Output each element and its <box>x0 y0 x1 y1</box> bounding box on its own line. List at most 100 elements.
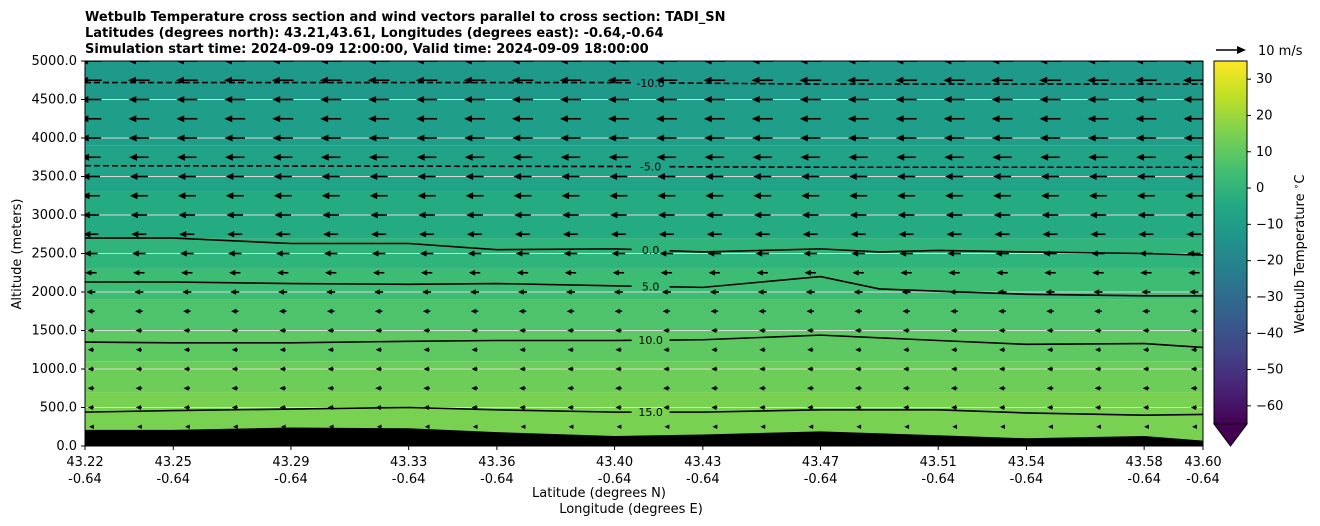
wind-vector <box>423 385 430 391</box>
wind-vector <box>952 424 958 430</box>
terrain <box>85 427 1203 446</box>
wind-vector <box>943 76 965 84</box>
wind-vector <box>805 289 815 295</box>
wind-vector <box>1094 385 1102 391</box>
wind-vector <box>273 173 292 180</box>
wind-vector <box>177 192 196 200</box>
wind-vector <box>176 96 198 103</box>
x-tick-label-lon: -0.64 <box>480 472 514 487</box>
wind-vector <box>607 61 630 65</box>
wind-vector <box>224 96 246 103</box>
wind-vector <box>176 115 198 123</box>
wind-vector <box>1142 405 1149 410</box>
contour-line <box>85 339 632 344</box>
colorbar-tick-label: −30 <box>1256 290 1283 305</box>
wind-vector <box>607 96 629 103</box>
wind-vector <box>753 192 772 200</box>
wind-vector <box>895 115 917 123</box>
x-tick-label-lat: 43.40 <box>596 455 633 470</box>
wind-vector <box>225 173 244 180</box>
wind-vector <box>799 61 822 65</box>
temperature-band <box>85 299 1203 331</box>
wind-vector <box>1047 405 1054 410</box>
wind-vector <box>471 405 478 410</box>
wind-vector <box>275 250 290 257</box>
wind-vector <box>1092 269 1104 276</box>
wind-vector <box>135 347 142 353</box>
wind-vector <box>948 269 960 276</box>
wind-vector <box>272 115 294 123</box>
wind-vector <box>662 308 671 314</box>
wind-vector <box>800 134 821 142</box>
wind-vector <box>175 61 198 65</box>
wind-vector <box>1093 289 1103 295</box>
wind-vector <box>943 115 965 123</box>
wind-vector <box>663 366 670 372</box>
wind-vector <box>995 250 1009 257</box>
wind-vector <box>1047 347 1054 353</box>
wind-vector <box>1091 250 1105 257</box>
wind-vector <box>903 366 910 372</box>
wind-vector <box>135 308 143 314</box>
wind-vector <box>561 173 580 180</box>
wind-vector <box>319 61 342 65</box>
wind-vector <box>760 424 766 430</box>
wind-vector <box>278 289 288 295</box>
x-axis-label: Latitude (degrees N) <box>532 486 666 501</box>
wind-vector <box>224 134 245 142</box>
wind-vector <box>660 269 673 276</box>
wind-vector <box>758 385 766 391</box>
wind-vector <box>423 405 430 410</box>
wind-vector <box>1043 250 1057 257</box>
wind-vector <box>1039 76 1061 84</box>
x-tick-label-lon: -0.64 <box>598 472 632 487</box>
wind-vector <box>998 327 1006 334</box>
wind-vector <box>422 289 432 295</box>
wind-vector <box>752 153 773 161</box>
wind-vector <box>1094 327 1102 334</box>
wind-vector <box>368 115 390 123</box>
wind-vector <box>559 76 582 84</box>
wind-vector <box>1184 192 1203 200</box>
temperature-band <box>85 330 1203 362</box>
wind-vector <box>1048 424 1053 430</box>
wind-vector <box>607 115 629 123</box>
x-tick-label-lon: -0.64 <box>686 472 720 487</box>
colorbar-tick-label: −10 <box>1256 217 1283 232</box>
wind-vector <box>1135 76 1157 84</box>
wind-vector <box>466 211 483 219</box>
wind-vector <box>375 405 382 410</box>
wind-vector <box>1039 96 1061 103</box>
contour-label: 15.0 <box>638 406 663 419</box>
wind-vector <box>135 366 142 372</box>
wind-vector <box>898 231 914 238</box>
wind-vector <box>228 250 242 257</box>
wind-vector <box>1139 250 1153 257</box>
wind-vector <box>517 289 527 295</box>
x-tick-label-lon: -0.64 <box>1127 472 1161 487</box>
wind-vector <box>279 385 287 391</box>
wind-vector <box>231 366 238 372</box>
x-tick-label-lon: -0.64 <box>68 472 102 487</box>
wind-vector <box>801 211 819 219</box>
wind-vector <box>616 424 622 430</box>
wind-vector <box>1087 134 1109 142</box>
wind-vector <box>566 308 575 314</box>
wind-vector <box>375 347 382 353</box>
wind-vector <box>183 366 190 372</box>
wind-vector <box>614 308 623 314</box>
wind-vector <box>231 385 239 391</box>
x-tick-label-lat: 43.33 <box>390 455 427 470</box>
wind-vector <box>323 231 339 238</box>
wind-vector <box>806 385 814 391</box>
wind-vector <box>998 308 1006 314</box>
wind-vector <box>664 424 670 430</box>
wind-vector <box>800 153 820 161</box>
x-tick-label-lat: 43.54 <box>1008 455 1045 470</box>
wind-vector <box>751 115 773 123</box>
wind-vector <box>374 308 383 314</box>
wind-vector <box>1041 211 1059 219</box>
wind-vector <box>656 153 677 161</box>
wind-vector <box>991 61 1013 65</box>
wind-vector <box>1088 192 1107 200</box>
